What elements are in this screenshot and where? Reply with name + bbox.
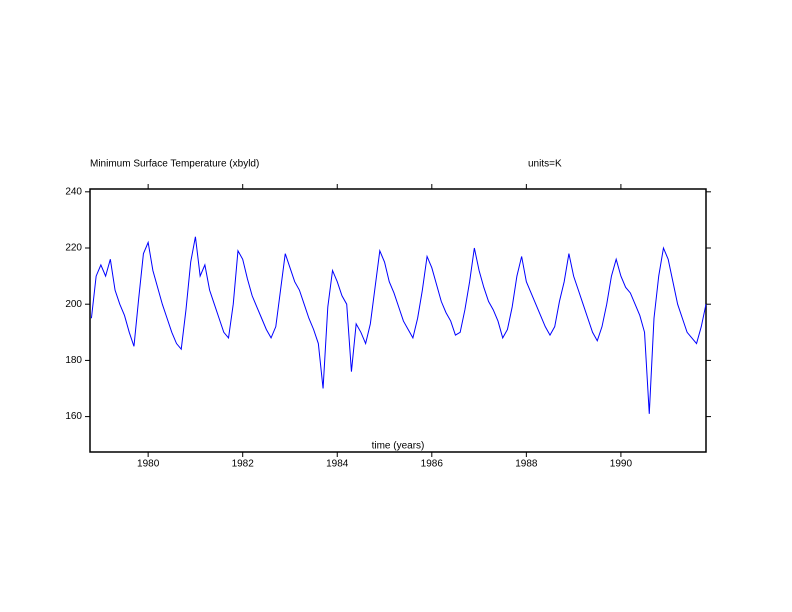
y-tick-label: 220 <box>65 243 82 254</box>
y-tick-label: 200 <box>65 299 82 310</box>
x-tick-label: 1980 <box>137 459 160 470</box>
x-tick-label: 1990 <box>610 459 633 470</box>
x-tick-label: 1982 <box>232 459 255 470</box>
x-axis-label: time (years) <box>372 441 425 452</box>
y-tick-label: 180 <box>65 355 82 366</box>
units-label: units=K <box>528 159 562 170</box>
x-tick-label: 1986 <box>421 459 444 470</box>
chart-title: Minimum Surface Temperature (xbyld) <box>90 159 259 170</box>
y-tick-label: 160 <box>65 411 82 422</box>
x-tick-label: 1984 <box>326 459 349 470</box>
plot-frame <box>89 188 707 453</box>
data-line <box>90 236 707 414</box>
x-tick-label: 1988 <box>515 459 538 470</box>
y-tick-label: 240 <box>65 186 82 197</box>
